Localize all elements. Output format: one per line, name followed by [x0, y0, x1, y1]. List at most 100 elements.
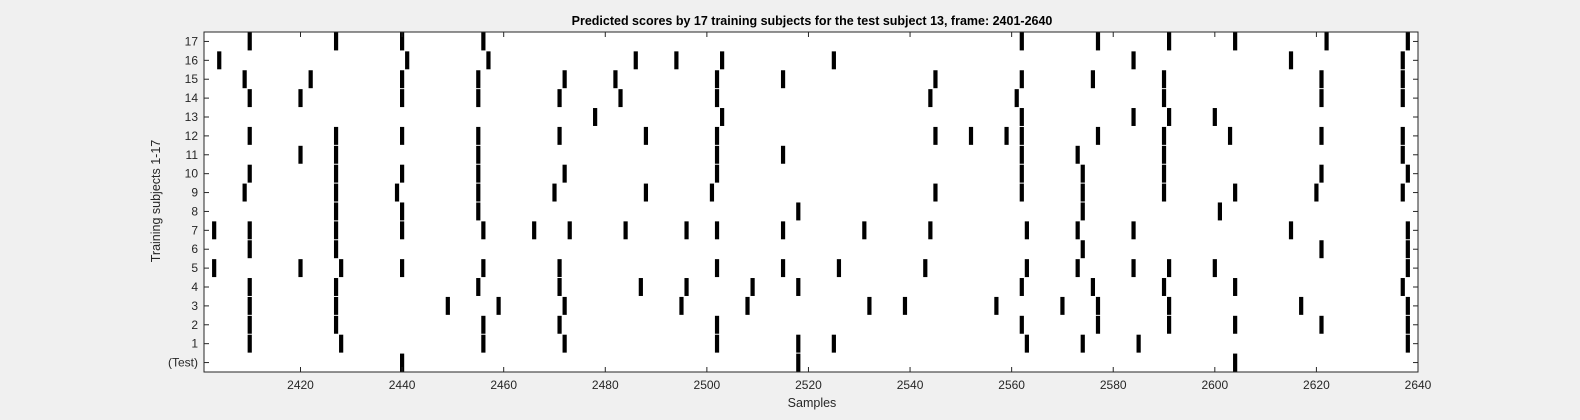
score-mark	[476, 126, 481, 145]
score-mark	[1075, 145, 1080, 164]
score-mark	[247, 296, 252, 315]
score-mark	[1024, 221, 1029, 240]
score-mark	[1131, 108, 1136, 126]
score-mark	[1019, 32, 1024, 51]
score-mark	[933, 126, 938, 145]
score-mark	[242, 183, 247, 202]
score-mark	[714, 334, 720, 353]
score-mark	[796, 202, 801, 221]
score-mark	[217, 51, 222, 70]
score-mark	[714, 315, 720, 334]
score-mark	[1405, 240, 1410, 259]
x-axis-label: Samples	[788, 396, 837, 410]
y-tick-label: 16	[185, 53, 199, 67]
score-mark	[333, 278, 339, 296]
score-mark	[1161, 126, 1167, 145]
score-mark	[476, 145, 481, 164]
score-mark	[923, 259, 928, 278]
y-tick-label: 1	[191, 337, 198, 351]
score-mark	[1233, 183, 1238, 202]
x-tick-label: 2600	[1201, 378, 1228, 392]
x-tick-label: 2540	[897, 378, 924, 392]
score-mark	[445, 296, 450, 315]
score-mark	[1019, 183, 1024, 202]
score-mark	[1131, 221, 1136, 240]
score-mark	[1131, 51, 1136, 70]
score-mark	[1131, 259, 1136, 278]
score-mark	[780, 259, 786, 278]
score-mark	[1314, 183, 1319, 202]
score-mark	[633, 51, 638, 70]
x-tick-label: 2500	[694, 378, 721, 392]
score-mark	[400, 221, 405, 240]
score-mark	[1004, 126, 1009, 145]
score-mark	[562, 334, 567, 353]
score-mark	[714, 89, 720, 108]
x-tick-label: 2460	[490, 378, 517, 392]
score-mark	[1075, 221, 1080, 240]
score-mark	[557, 259, 562, 278]
score-mark	[400, 32, 405, 51]
score-mark	[1080, 240, 1085, 259]
score-mark	[333, 221, 339, 240]
score-mark	[1080, 183, 1085, 202]
score-mark	[1400, 145, 1405, 164]
score-mark	[862, 221, 867, 240]
score-mark	[1405, 334, 1410, 353]
score-mark	[643, 183, 649, 202]
score-mark	[1319, 89, 1324, 108]
score-mark	[486, 51, 491, 70]
score-mark	[1075, 259, 1080, 278]
score-mark	[481, 315, 486, 334]
score-mark	[1161, 278, 1167, 296]
score-mark	[1167, 32, 1172, 51]
score-mark	[933, 70, 938, 89]
score-mark	[1212, 259, 1217, 278]
score-mark	[1161, 89, 1167, 108]
score-mark	[333, 32, 339, 51]
score-mark	[745, 296, 750, 315]
score-mark	[481, 259, 486, 278]
score-mark	[298, 259, 303, 278]
score-mark	[1019, 108, 1024, 126]
score-mark	[405, 51, 410, 70]
score-mark	[333, 240, 339, 259]
y-tick-label: 3	[191, 299, 198, 313]
y-tick-label: 17	[185, 34, 199, 48]
y-tick-label: 8	[191, 204, 198, 218]
score-mark	[714, 164, 720, 183]
y-tick-label: 14	[185, 91, 199, 105]
score-mark	[1227, 126, 1233, 145]
score-mark	[1024, 334, 1029, 353]
score-mark	[831, 51, 836, 70]
y-tick-label: 6	[191, 242, 198, 256]
score-mark	[1212, 108, 1217, 126]
score-mark	[247, 334, 252, 353]
score-mark	[481, 32, 486, 51]
score-mark	[212, 221, 217, 240]
score-mark	[1319, 240, 1324, 259]
score-mark	[567, 221, 572, 240]
score-mark	[1161, 145, 1167, 164]
score-mark	[643, 126, 649, 145]
score-mark	[247, 32, 252, 51]
score-mark	[1019, 315, 1024, 334]
score-mark	[1019, 278, 1024, 296]
y-tick-label: 5	[191, 261, 198, 275]
score-mark	[1167, 315, 1172, 334]
score-mark	[247, 221, 252, 240]
score-mark	[714, 259, 720, 278]
x-tick-label: 2520	[795, 378, 822, 392]
score-mark	[836, 259, 842, 278]
score-mark	[1233, 353, 1238, 372]
score-mark	[1400, 89, 1405, 108]
score-mark	[400, 70, 405, 89]
score-mark	[557, 89, 562, 108]
score-mark	[1405, 296, 1410, 315]
score-mark	[1167, 296, 1172, 315]
score-mark	[1405, 164, 1410, 183]
score-mark	[400, 259, 405, 278]
score-mark	[796, 353, 801, 372]
